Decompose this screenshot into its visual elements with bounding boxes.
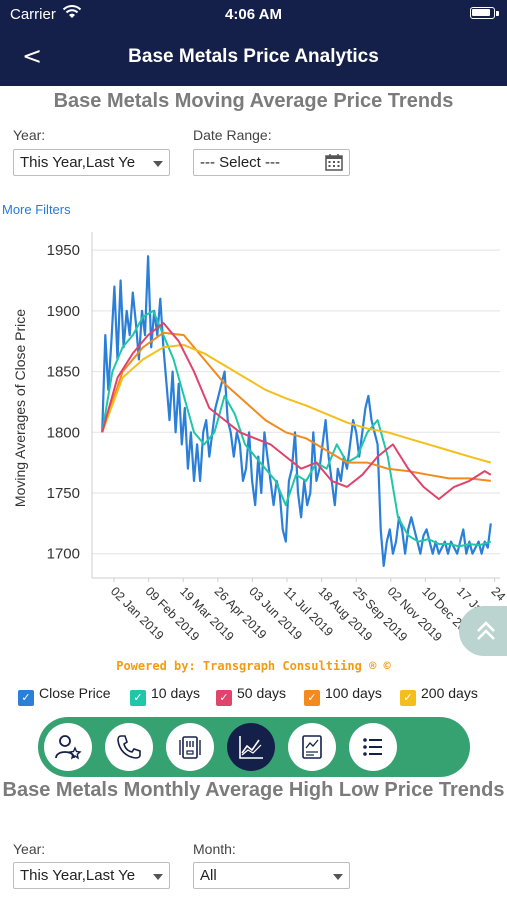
list-icon [363, 738, 382, 756]
y-tick-label: 1850 [47, 364, 80, 381]
powered-by-text: Powered by: Transgraph Consultiing ® © [116, 659, 391, 673]
checkbox-icon: ✓ [400, 690, 416, 706]
status-bar: Carrier 4:06 AM [0, 0, 507, 28]
legend-200-days[interactable]: ✓ 200 days [400, 685, 478, 706]
chevron-down-icon [333, 874, 343, 880]
cards-icon [179, 736, 201, 759]
report-icon [302, 735, 322, 759]
y-tick-label: 1700 [47, 546, 80, 563]
legend-10-days[interactable]: ✓ 10 days [130, 685, 201, 706]
year-label: Year: [13, 127, 46, 143]
nav-contact-button[interactable] [105, 723, 153, 771]
user-star-icon [55, 735, 82, 760]
chevron-down-icon [153, 874, 163, 880]
checkbox-icon: ✓ [216, 690, 232, 706]
back-chevron-icon[interactable]: < [22, 42, 43, 70]
carrier-label: Carrier [10, 6, 56, 23]
wifi-icon [62, 5, 82, 18]
more-filters-link[interactable]: More Filters [2, 202, 71, 217]
battery-icon [470, 7, 495, 19]
chart-legend: ✓ Close Price ✓ 10 days ✓ 50 days ✓ 100 days… [18, 685, 507, 706]
y-tick-label: 1750 [47, 485, 80, 502]
bottom-nav [38, 717, 470, 777]
scroll-to-top-button[interactable] [459, 606, 507, 656]
legend-50-days[interactable]: ✓ 50 days [216, 685, 287, 706]
chevron-down-icon [153, 161, 163, 167]
calendar-icon[interactable] [325, 153, 343, 171]
date-range-label: Date Range: [193, 127, 272, 143]
section-title-moving-average: Base Metals Moving Average Price Trends [53, 90, 454, 112]
legend-close-price[interactable]: ✓ Close Price [18, 685, 111, 706]
nav-cards-button[interactable] [166, 723, 214, 771]
date-range-value: --- Select --- [200, 154, 280, 171]
y-axis-label: Moving Averages of Close Price [12, 309, 28, 507]
year-label-2: Year: [13, 841, 46, 857]
legend-label: Close Price [39, 685, 111, 701]
series-line-50-days [101, 322, 492, 501]
y-tick-label: 1800 [47, 424, 80, 441]
series-line-close-price [101, 255, 492, 567]
month-select[interactable]: All [193, 862, 350, 889]
legend-label: 100 days [325, 685, 382, 701]
series-line-200-days [101, 343, 492, 464]
legend-label: 10 days [151, 685, 201, 701]
nav-reports-button[interactable] [288, 723, 336, 771]
month-label: Month: [193, 841, 236, 857]
double-chevron-up-icon [477, 621, 495, 640]
series-line-10-days [101, 309, 492, 548]
phone-icon [117, 735, 141, 759]
checkbox-icon: ✓ [18, 690, 34, 706]
nav-profile-button[interactable] [44, 723, 92, 771]
x-tick-label: 24 [488, 584, 507, 604]
nav-list-button[interactable] [349, 723, 397, 771]
y-tick-label: 1950 [47, 242, 80, 259]
section-title-high-low: Base Metals Monthly Average High Low Pri… [2, 779, 505, 801]
series-line-100-days [101, 331, 491, 482]
page-title: Base Metals Price Analytics [128, 46, 379, 67]
month-select-value: All [200, 867, 217, 884]
legend-label: 50 days [237, 685, 287, 701]
chart-icon [239, 736, 263, 759]
nav-analytics-button[interactable] [227, 723, 275, 771]
checkbox-icon: ✓ [304, 690, 320, 706]
nav-bar: < Base Metals Price Analytics [0, 28, 507, 86]
checkbox-icon: ✓ [130, 690, 146, 706]
year-select-2-value: This Year,Last Ye [20, 867, 136, 884]
year-select-value: This Year,Last Ye [20, 154, 136, 171]
battery-tip [496, 11, 499, 16]
year-select-2[interactable]: This Year,Last Ye [13, 862, 170, 889]
legend-label: 200 days [421, 685, 478, 701]
moving-average-chart: 1700 1750 1800 1850 1900 1950 Moving Averages … [12, 232, 507, 644]
legend-100-days[interactable]: ✓ 100 days [304, 685, 382, 706]
y-tick-label: 1900 [47, 303, 80, 320]
date-range-select[interactable]: --- Select --- [193, 149, 350, 176]
year-select[interactable]: This Year,Last Ye [13, 149, 170, 176]
clock: 4:06 AM [225, 6, 282, 23]
